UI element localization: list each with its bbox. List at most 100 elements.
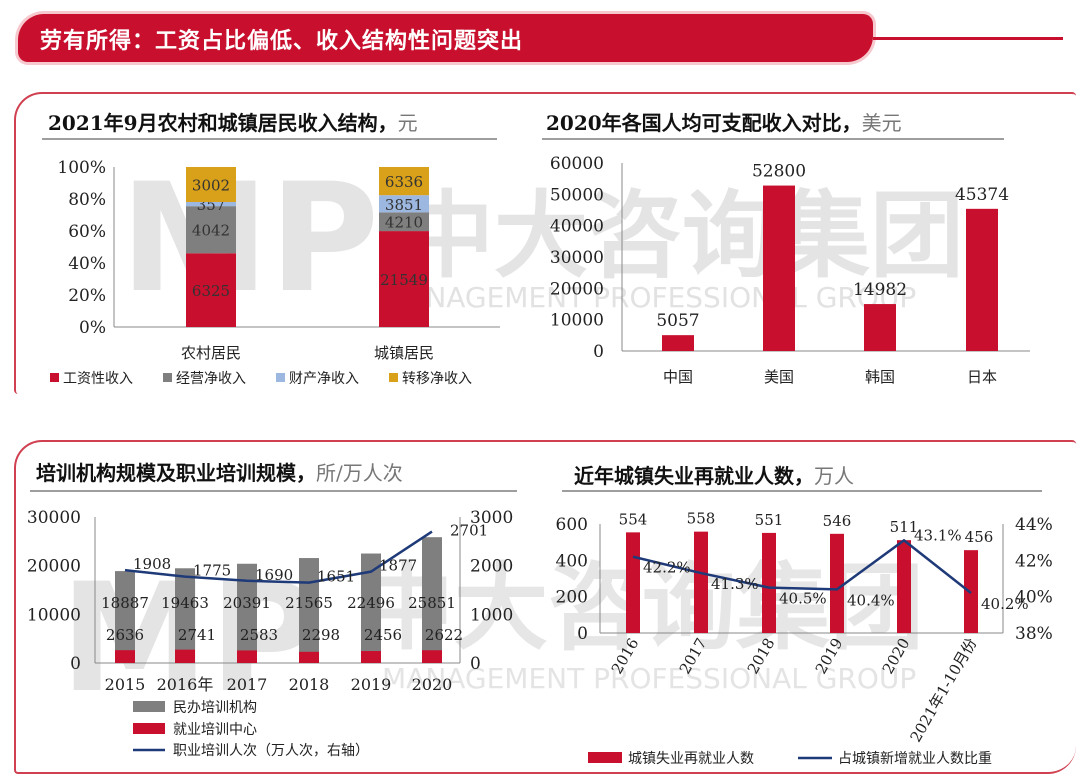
legend-swatch — [276, 373, 285, 382]
x-tick-label: 农村居民 — [181, 344, 241, 362]
x-tick-label: 2017 — [676, 635, 711, 677]
y-tick-label: 50000 — [550, 185, 604, 205]
data-label-centers: 2583 — [240, 626, 278, 644]
y-tick-label: 20% — [68, 286, 106, 306]
bar — [966, 208, 998, 351]
banner-title: 劳有所得：工资占比偏低、收入结构性问题突出 — [40, 28, 524, 54]
chart2-title-rule — [542, 138, 1004, 140]
x-tick-label: 2017 — [227, 675, 268, 694]
y-tick-label-left: 10000 — [27, 605, 81, 625]
x-tick-label: 2016年 — [157, 675, 214, 694]
data-label-share: 40.2% — [981, 595, 1029, 613]
bar-segment — [186, 167, 236, 202]
data-label-share: 40.5% — [779, 590, 827, 608]
data-label-trainees: 1690 — [255, 566, 293, 584]
data-label-centers: 2298 — [302, 626, 340, 644]
watermark-cn: 中大咨询集团 — [400, 182, 964, 291]
legend-swatch — [163, 373, 172, 382]
watermark-en: MANAGEMENT PROFESSIONAL GROUP — [382, 281, 916, 314]
data-label-trainees: 1877 — [379, 557, 417, 575]
x-tick-label: 韩国 — [865, 368, 895, 386]
legend-swatch — [133, 701, 165, 712]
x-tick-label: 2018 — [744, 635, 779, 677]
bar-training-centers — [115, 650, 135, 663]
chart2-title: 2020年各国人均可支配收入对比，美元 — [546, 111, 902, 135]
bar-reemployment — [762, 532, 776, 633]
y-tick-label-left: 400 — [556, 551, 588, 571]
data-label-share: 42.2% — [643, 559, 691, 577]
y-tick-label: 40000 — [550, 217, 604, 237]
x-tick-label: 美国 — [764, 368, 794, 386]
data-label-centers: 2636 — [106, 626, 144, 644]
x-tick-label: 2020 — [412, 675, 453, 694]
y-tick-label-right: 1000 — [470, 605, 513, 625]
legend-label: 转移净收入 — [402, 371, 472, 387]
data-label-share: 40.4% — [847, 591, 895, 609]
bar-training-centers — [299, 651, 319, 663]
banner-rule — [873, 37, 1063, 40]
y-tick-label: 20000 — [550, 279, 604, 299]
bar — [662, 335, 694, 351]
chart1-title-rule — [42, 138, 497, 140]
legend-label: 就业培训中心 — [173, 722, 257, 738]
x-tick-label: 2018 — [289, 675, 330, 694]
x-tick-label: 2021年1-10月份 — [906, 635, 980, 745]
y-tick-label-right: 2000 — [470, 557, 513, 577]
data-label: 3851 — [385, 196, 423, 214]
data-label-share: 41.3% — [711, 575, 759, 593]
bar-private-institutions — [422, 537, 442, 663]
watermark-en-2: MANAGEMENT PROFESSIONAL GROUP — [382, 662, 916, 695]
data-label-private: 25851 — [408, 594, 456, 612]
title-banner: 劳有所得：工资占比偏低、收入结构性问题突出 — [18, 14, 873, 62]
bar-private-institutions — [361, 553, 381, 663]
line-share — [632, 538, 972, 595]
panel-bottom — [14, 440, 1076, 774]
bar-segment — [379, 167, 429, 196]
bar — [864, 304, 896, 351]
y-tick-label-left: 0 — [577, 624, 588, 644]
legend-swatch — [50, 373, 59, 382]
bar-segment — [379, 231, 429, 327]
y-tick-label-left: 200 — [556, 588, 588, 608]
y-tick-label: 100% — [57, 158, 106, 178]
data-label: 4042 — [192, 222, 230, 240]
chart4-title-rule — [562, 490, 1042, 492]
data-label-private: 19463 — [161, 594, 209, 612]
legend-label: 财产净收入 — [289, 371, 359, 387]
y-tick-label: 60000 — [550, 154, 604, 174]
data-label-reemployment: 511 — [890, 518, 919, 536]
data-label-reemployment: 558 — [687, 510, 716, 528]
bar-reemployment — [830, 533, 844, 633]
data-label-private: 18887 — [101, 594, 149, 612]
legend-label: 民办培训机构 — [173, 700, 257, 716]
data-label-trainees: 1651 — [317, 568, 355, 586]
y-tick-label: 10000 — [550, 311, 604, 331]
legend-label: 城镇失业再就业人数 — [628, 751, 754, 767]
bar-training-centers — [361, 651, 381, 663]
y-tick-label: 30000 — [550, 248, 604, 268]
data-label-centers: 2741 — [178, 626, 216, 644]
bar-segment — [186, 206, 236, 254]
data-label-centers: 2622 — [425, 626, 463, 644]
y-tick-label: 60% — [68, 222, 106, 242]
bar — [763, 185, 795, 351]
data-label-trainees: 1775 — [193, 562, 231, 580]
y-tick-label-right: 38% — [1015, 624, 1053, 644]
chart3-unit: 所/万人次 — [316, 461, 403, 485]
chart2-unit: 美元 — [861, 111, 902, 135]
data-label-reemployment: 551 — [755, 511, 784, 529]
chart1-unit: 元 — [397, 111, 418, 135]
data-label: 3002 — [192, 176, 230, 194]
bar-segment — [379, 195, 429, 213]
y-tick-label: 80% — [68, 190, 106, 210]
data-label-centers: 2456 — [364, 626, 402, 644]
legend-swatch — [133, 723, 165, 734]
data-label: 52800 — [752, 162, 806, 182]
chart4-unit: 万人 — [814, 464, 854, 488]
legend-label: 经营净收入 — [176, 371, 246, 387]
data-label-reemployment: 456 — [965, 528, 994, 546]
